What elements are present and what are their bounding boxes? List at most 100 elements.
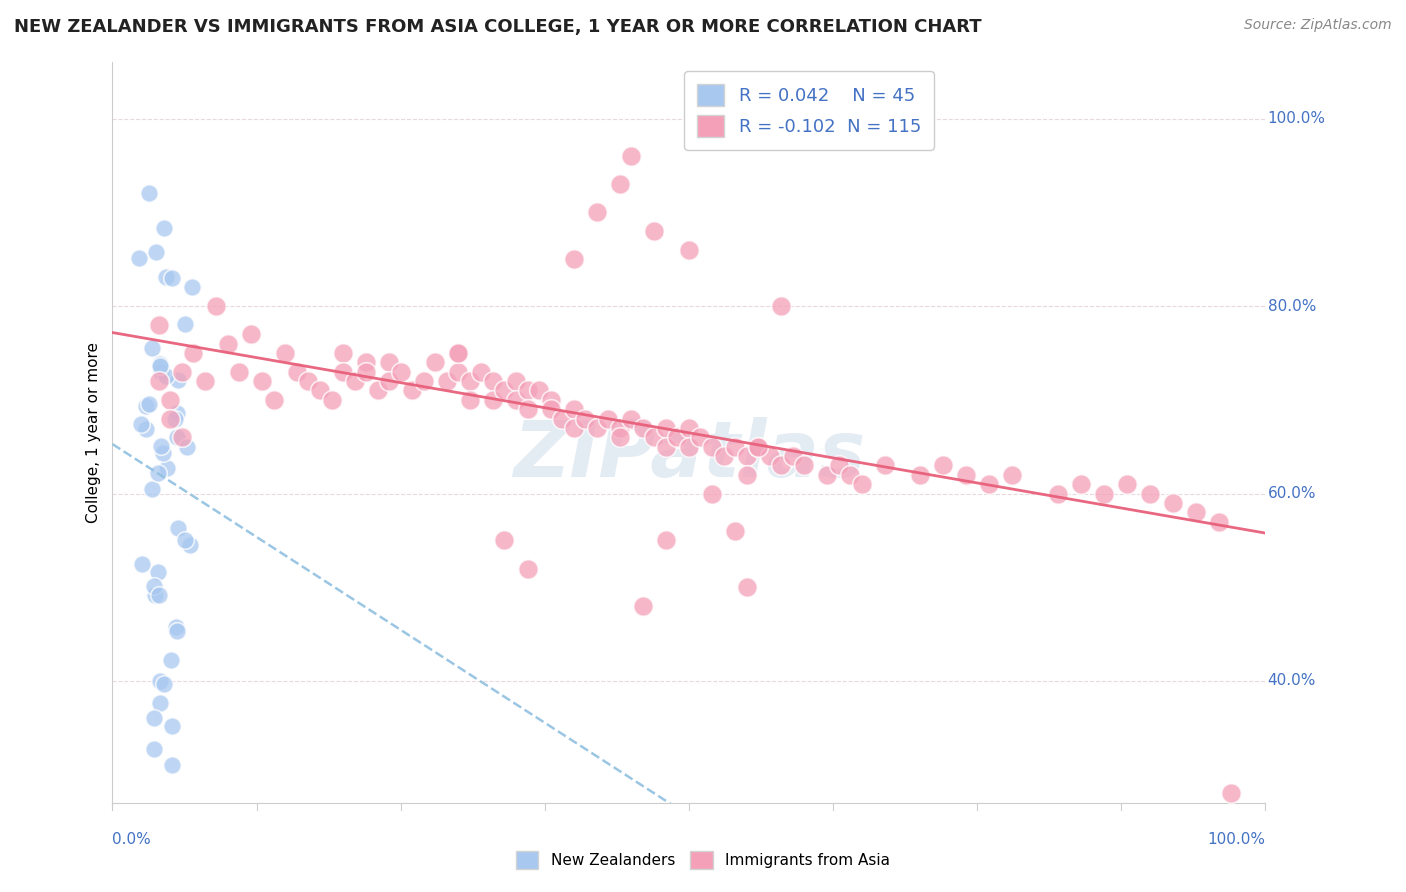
Point [160,758,183,772]
Point [159,392,181,407]
Point [149,357,172,371]
Point [332,365,354,379]
Point [436,374,458,388]
Point [160,718,183,732]
Point [141,483,163,497]
Point [149,366,172,380]
Point [540,402,562,417]
Point [141,341,163,355]
Point [153,677,176,691]
Point [321,392,343,407]
Point [655,440,678,454]
Point [135,399,157,413]
Point [494,384,516,398]
Point [167,372,190,386]
Point [873,458,896,473]
Point [143,711,166,725]
Point [562,402,585,417]
Point [179,538,201,552]
Point [1092,486,1115,500]
Point [170,430,193,444]
Point [516,561,538,575]
Point [332,346,354,360]
Point [1185,505,1208,519]
Point [173,317,195,331]
Point [274,346,297,360]
Point [217,336,239,351]
Point [194,374,217,388]
Point [156,461,179,475]
Point [135,422,157,436]
Point [263,392,285,407]
Text: ZIPatlas: ZIPatlas [513,417,865,493]
Point [148,467,170,481]
Point [815,467,838,482]
Point [655,421,678,435]
Point [239,327,262,342]
Point [482,392,505,407]
Point [148,588,170,602]
Point [678,421,700,435]
Point [166,521,188,535]
Text: 100.0%: 100.0% [1208,832,1265,847]
Point [770,458,793,473]
Point [598,411,620,425]
Point [666,430,689,444]
Point [458,374,481,388]
Y-axis label: College, 1 year or more: College, 1 year or more [86,343,101,523]
Point [494,533,516,548]
Point [713,449,735,463]
Point [138,186,160,200]
Point [354,355,377,369]
Point [678,440,700,454]
Point [425,355,447,369]
Point [354,365,377,379]
Point [574,411,596,425]
Point [155,369,177,384]
Point [851,477,873,491]
Point [174,533,197,547]
Point [181,346,204,360]
Point [309,384,332,398]
Point [389,365,412,379]
Point [166,430,188,444]
Point [470,365,492,379]
Point [735,449,758,463]
Text: 80.0%: 80.0% [1268,299,1316,314]
Point [782,449,804,463]
Point [159,411,181,425]
Point [540,392,562,407]
Point [343,374,366,388]
Point [482,374,505,388]
Point [516,384,538,398]
Text: 60.0%: 60.0% [1268,486,1316,501]
Point [163,411,186,425]
Point [181,280,204,294]
Point [977,477,1000,491]
Point [297,374,319,388]
Point [562,421,585,435]
Point [689,430,711,444]
Point [142,742,165,756]
Point [724,524,747,538]
Point [149,439,172,453]
Point [148,374,170,388]
Point [793,458,815,473]
Point [367,384,389,398]
Point [505,392,527,407]
Point [165,620,187,634]
Point [1208,515,1230,529]
Point [643,224,665,238]
Point [160,270,183,285]
Text: 40.0%: 40.0% [1268,673,1316,689]
Point [1070,477,1092,491]
Point [758,449,780,463]
Point [1161,496,1184,510]
Point [159,653,181,667]
Point [643,430,665,444]
Point [138,397,160,411]
Point [205,299,228,313]
Point [551,411,574,425]
Point [378,355,401,369]
Text: NEW ZEALANDER VS IMMIGRANTS FROM ASIA COLLEGE, 1 YEAR OR MORE CORRELATION CHART: NEW ZEALANDER VS IMMIGRANTS FROM ASIA CO… [14,18,981,36]
